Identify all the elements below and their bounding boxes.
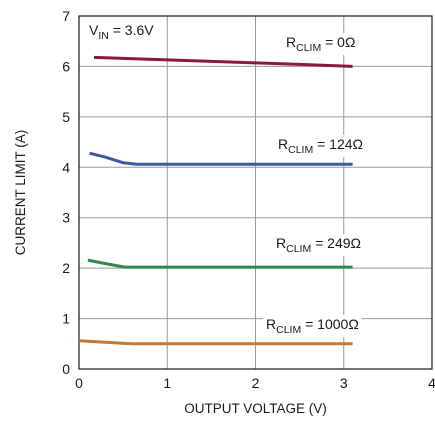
series-line-1 xyxy=(93,55,353,68)
y-tick-label: 0 xyxy=(62,361,70,377)
series-label-3-group: RCLIM = 249Ω xyxy=(273,234,364,256)
series-label-2-background xyxy=(275,135,366,157)
series-label-2-group: RCLIM = 124Ω xyxy=(275,135,366,157)
x-tick-label: 3 xyxy=(340,375,348,391)
y-tick-label: 2 xyxy=(62,260,70,276)
y-tick-label: 6 xyxy=(62,58,70,74)
series-label-1-group: RCLIM = 0Ω xyxy=(283,33,359,55)
y-tick-label: 7 xyxy=(62,8,70,24)
series-line-4 xyxy=(78,339,353,346)
y-tick-label: 5 xyxy=(62,109,70,125)
grid xyxy=(79,16,432,369)
x-tick-labels: 0 1 2 3 4 xyxy=(75,375,435,391)
y-tick-label: 3 xyxy=(62,210,70,226)
x-tick-label: 4 xyxy=(428,375,435,391)
series-label-2: RCLIM = 124Ω xyxy=(278,136,363,156)
series-label-3: RCLIM = 249Ω xyxy=(276,235,361,255)
series-label-1-background xyxy=(283,33,359,55)
series-layer xyxy=(78,55,353,346)
y-tick-labels: 0 1 2 3 4 5 6 7 xyxy=(62,8,70,377)
x-tick-label: 0 xyxy=(75,375,83,391)
series-label-4-background xyxy=(263,315,362,337)
plot-frame xyxy=(78,15,433,370)
x-axis-title: OUTPUT VOLTAGE (V) xyxy=(184,401,327,416)
condition-label: VIN = 3.6V xyxy=(89,22,154,42)
x-tick-label: 2 xyxy=(252,375,260,391)
condition-label-group: VIN = 3.6V xyxy=(89,22,154,42)
y-tick-label: 1 xyxy=(62,311,70,327)
series-line-3 xyxy=(87,258,353,269)
series-line-2 xyxy=(89,151,353,166)
series-label-4-group: RCLIM = 1000Ω xyxy=(263,315,362,337)
y-axis-title: CURRENT LIMIT (A) xyxy=(13,130,28,256)
x-tick-label: 1 xyxy=(163,375,171,391)
series-label-3-background xyxy=(273,234,364,256)
y-tick-label: 4 xyxy=(62,159,70,175)
series-label-4: RCLIM = 1000Ω xyxy=(266,316,359,336)
series-label-1: RCLIM = 0Ω xyxy=(286,34,355,54)
annotations: VIN = 3.6V RCLIM = 0Ω RCLIM = 124Ω RCLIM = … xyxy=(89,22,366,337)
